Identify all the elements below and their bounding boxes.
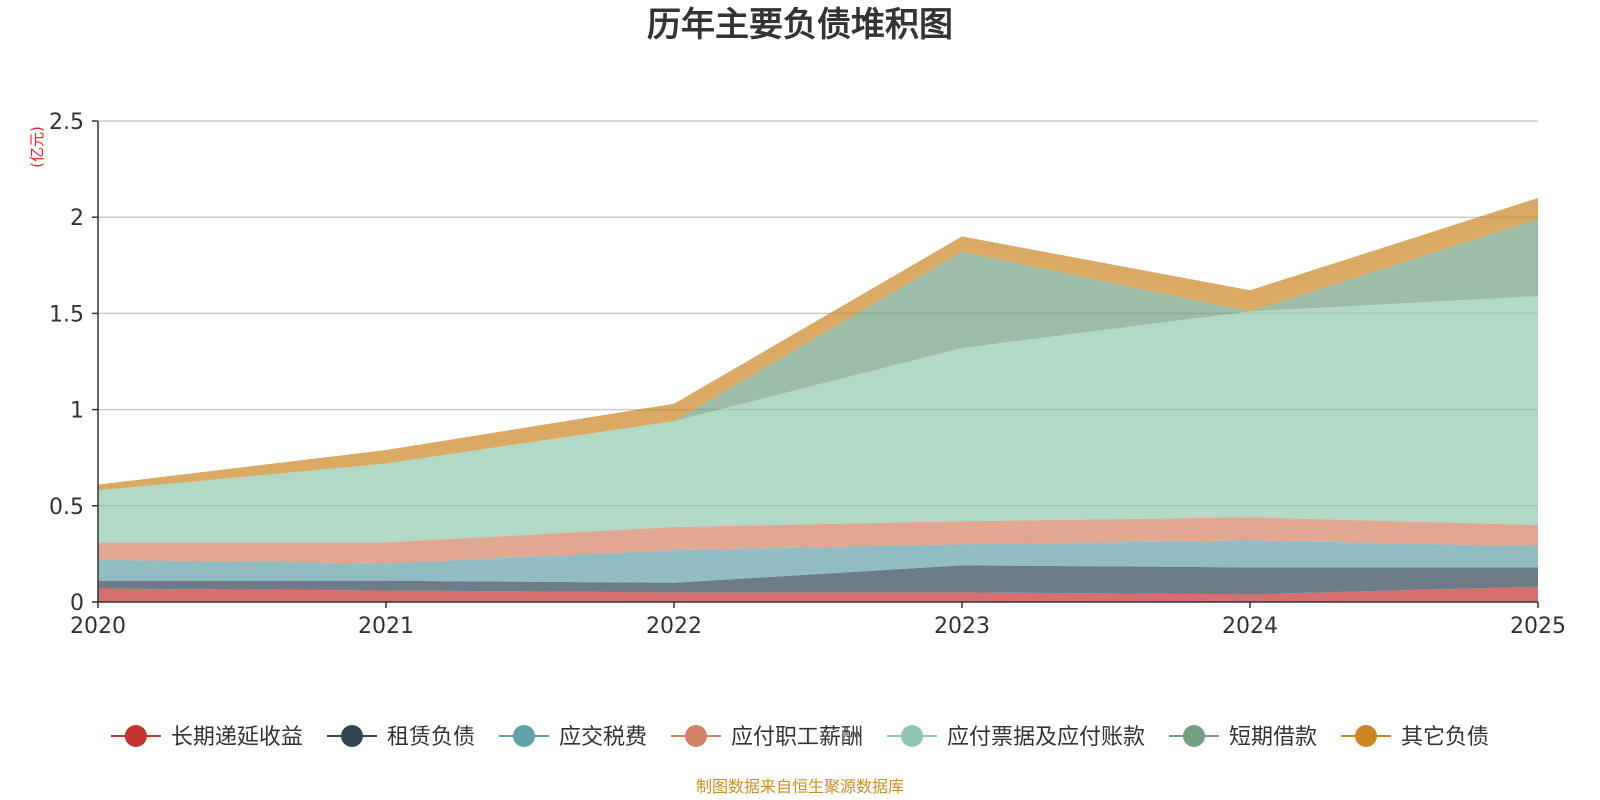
legend-label: 应付职工薪酬 [731, 725, 863, 750]
y-tick-label: 2 [70, 206, 84, 231]
legend[interactable]: 长期递延收益 租赁负债 应交税费 应付职工薪酬 应付票据及应付账款 短期借款 其它负债 [110, 725, 1489, 750]
y-axis-unit-label: (亿元) [28, 126, 46, 168]
x-tick-label: 2020 [70, 614, 126, 639]
area-series-group [98, 198, 1538, 602]
legend-label: 其它负债 [1401, 725, 1489, 750]
chart-title: 历年主要负债堆积图 [647, 5, 953, 45]
x-tick-label: 2023 [934, 614, 990, 639]
x-tick-label: 2022 [646, 614, 702, 639]
y-tick-label: 0 [70, 591, 84, 616]
y-tick-label: 2.5 [49, 110, 84, 135]
area-series-2[interactable] [98, 540, 1538, 583]
x-tick-label: 2025 [1510, 614, 1566, 639]
legend-item[interactable]: 长期递延收益 [110, 725, 303, 750]
legend-circle-marker [1355, 725, 1377, 747]
axes: 0 0.5 1 1.5 2 2.5 2020 2021 2022 2023 2024 2025 [49, 110, 1566, 639]
legend-circle-marker [1183, 725, 1205, 747]
area-series-5[interactable] [98, 219, 1538, 491]
legend-circle-marker [341, 725, 363, 747]
legend-circle-marker [513, 725, 535, 747]
data-source-note: 制图数据来自恒生聚源数据库 [696, 777, 904, 796]
legend-item[interactable]: 应付职工薪酬 [671, 725, 863, 750]
legend-item[interactable]: 租赁负债 [327, 725, 475, 750]
legend-label: 短期借款 [1229, 725, 1317, 750]
legend-label: 应交税费 [559, 725, 647, 750]
y-tick-label: 1 [70, 399, 84, 424]
x-tick-label: 2024 [1222, 614, 1278, 639]
legend-circle-marker [685, 725, 707, 747]
area-series-1[interactable] [98, 565, 1538, 595]
area-series-0[interactable] [98, 586, 1538, 602]
legend-item[interactable]: 其它负债 [1341, 725, 1489, 750]
legend-circle-marker [901, 725, 923, 747]
x-tick-label: 2021 [358, 614, 414, 639]
area-series-3[interactable] [98, 517, 1538, 564]
y-tick-label: 1.5 [49, 302, 84, 327]
legend-label: 应付票据及应付账款 [947, 725, 1145, 750]
legend-item[interactable]: 应付票据及应付账款 [887, 725, 1145, 750]
area-series-4[interactable] [98, 296, 1538, 543]
legend-item[interactable]: 短期借款 [1169, 725, 1317, 750]
legend-circle-marker [124, 725, 147, 747]
legend-item[interactable]: 应交税费 [499, 725, 647, 750]
legend-label: 租赁负债 [387, 725, 475, 750]
legend-label: 长期递延收益 [171, 725, 303, 750]
y-tick-label: 0.5 [49, 495, 84, 520]
